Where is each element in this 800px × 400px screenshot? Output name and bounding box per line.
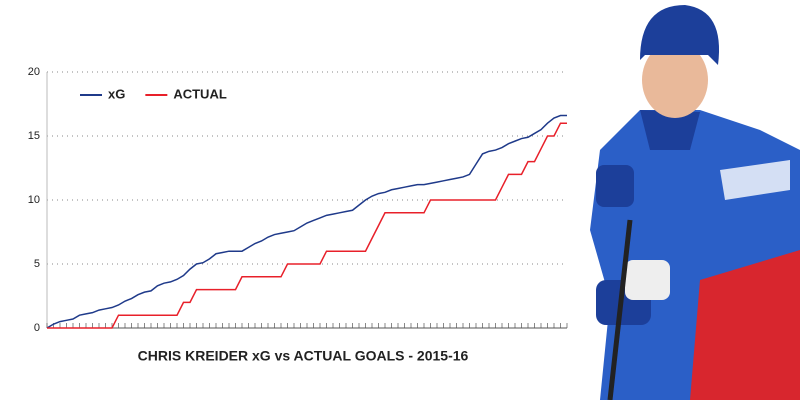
- series-line: [47, 122, 567, 329]
- series-line: [46, 114, 567, 329]
- y-tick-label: 15: [28, 130, 40, 142]
- player-photo: [590, 5, 800, 400]
- legend-label: ACTUAL: [173, 86, 226, 101]
- y-tick-label: 10: [28, 194, 40, 206]
- y-tick-label: 20: [28, 66, 40, 78]
- legend-label: xG: [108, 86, 125, 101]
- chart-title: CHRIS KREIDER xG vs ACTUAL GOALS - 2015-…: [138, 348, 469, 364]
- y-tick-label: 0: [34, 322, 40, 334]
- y-tick-label: 5: [34, 258, 40, 270]
